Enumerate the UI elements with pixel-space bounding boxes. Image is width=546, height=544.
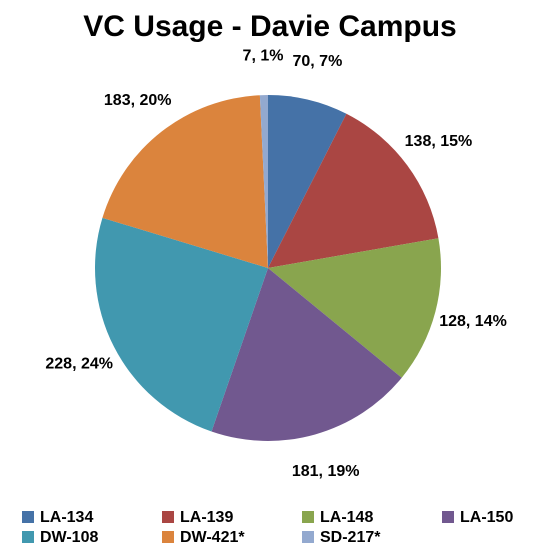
- legend-label: LA-148: [320, 509, 373, 526]
- data-label: 138, 15%: [405, 133, 473, 150]
- data-label: 70, 7%: [292, 53, 342, 70]
- legend-label: LA-134: [40, 509, 93, 526]
- legend-swatch: [302, 531, 314, 543]
- pie-slice: [102, 95, 269, 268]
- data-label: 228, 24%: [45, 356, 113, 373]
- data-label: 181, 19%: [292, 463, 360, 480]
- chart-title: VC Usage - Davie Campus: [83, 10, 456, 43]
- pie-slice: [268, 113, 439, 269]
- legend-swatch: [22, 531, 34, 543]
- pie-slice: [259, 95, 268, 268]
- pie-slice: [268, 95, 347, 268]
- data-label: 183, 20%: [104, 92, 172, 109]
- legend-swatch: [302, 511, 314, 523]
- legend-swatch: [162, 511, 174, 523]
- legend-label: DW-421*: [180, 529, 245, 544]
- pie-slice: [211, 268, 402, 442]
- data-label: 7, 1%: [243, 47, 284, 64]
- pie-slice: [268, 238, 442, 378]
- pie-slice: [94, 217, 268, 432]
- legend-label: LA-139: [180, 509, 233, 526]
- legend-swatch: [22, 511, 34, 523]
- legend-label: SD-217*: [320, 529, 381, 544]
- data-label: 128, 14%: [439, 313, 507, 330]
- legend-swatch: [162, 531, 174, 543]
- legend-label: LA-150: [460, 509, 513, 526]
- legend-swatch: [442, 511, 454, 523]
- legend-label: DW-108: [40, 529, 98, 544]
